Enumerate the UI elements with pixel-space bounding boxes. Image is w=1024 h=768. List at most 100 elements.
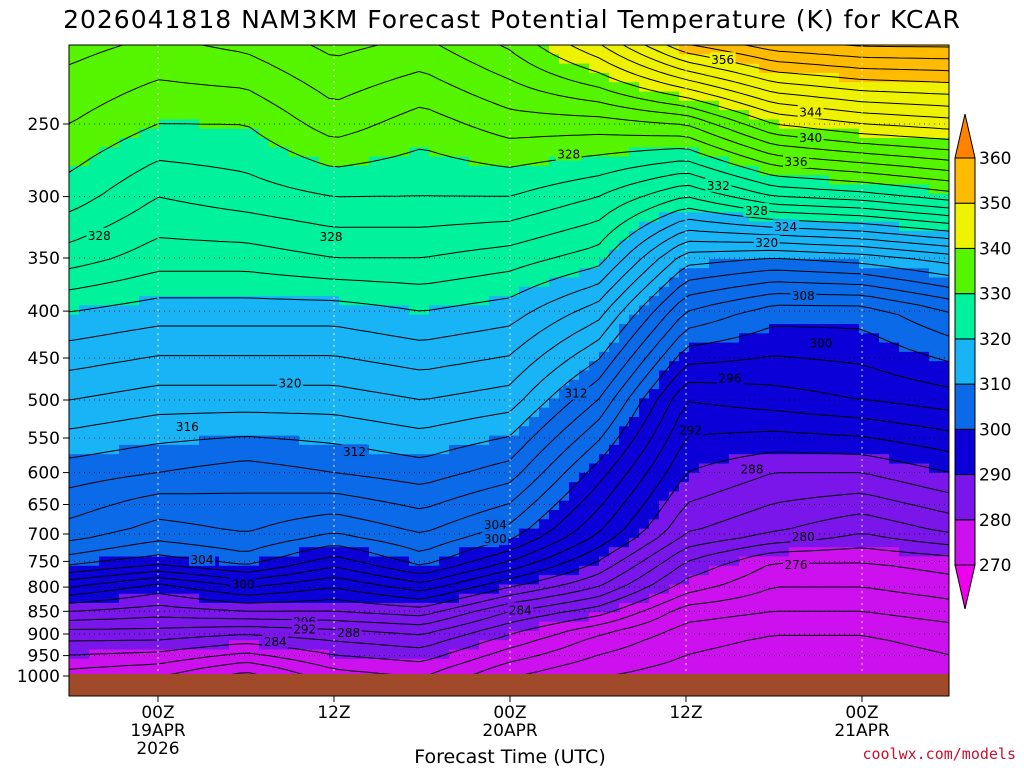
theta-cell <box>489 500 500 511</box>
theta-cell <box>419 296 430 306</box>
theta-cell <box>329 45 340 55</box>
theta-cell <box>609 454 620 465</box>
theta-cell <box>239 519 250 530</box>
theta-cell <box>679 398 690 409</box>
theta-cell <box>289 491 300 502</box>
theta-cell <box>189 91 200 102</box>
theta-cell <box>389 165 400 176</box>
theta-cell <box>599 110 610 120</box>
theta-cell <box>259 305 270 316</box>
theta-cell <box>349 212 360 223</box>
theta-cell <box>909 510 920 520</box>
theta-cell <box>769 398 780 409</box>
theta-cell <box>919 342 930 353</box>
theta-cell <box>409 221 420 232</box>
theta-cell <box>919 268 930 279</box>
theta-cell <box>479 128 490 139</box>
theta-cell <box>629 417 640 427</box>
theta-cell <box>149 342 160 353</box>
theta-cell <box>429 45 440 55</box>
theta-cell <box>699 370 710 381</box>
theta-cell <box>879 240 890 251</box>
theta-cell <box>519 156 530 167</box>
theta-cell <box>99 138 110 148</box>
theta-cell <box>439 258 450 269</box>
theta-cell <box>589 491 600 502</box>
theta-cell <box>569 156 580 167</box>
theta-cell <box>209 417 220 427</box>
theta-cell <box>739 361 750 372</box>
theta-cell <box>309 100 320 111</box>
theta-cell <box>549 82 560 93</box>
theta-cell <box>169 351 180 362</box>
theta-cell <box>859 165 870 176</box>
theta-cell <box>339 333 350 344</box>
theta-cell <box>649 296 660 306</box>
theta-cell <box>939 510 949 520</box>
theta-cell <box>739 510 750 520</box>
theta-cell <box>659 398 670 409</box>
theta-cell <box>379 435 390 446</box>
theta-cell <box>359 361 370 372</box>
theta-cell <box>829 54 840 65</box>
theta-cell <box>759 361 770 372</box>
theta-cell <box>469 537 480 548</box>
theta-cell <box>909 100 920 111</box>
theta-cell <box>299 91 310 102</box>
theta-cell <box>279 221 290 232</box>
theta-cell <box>369 454 380 465</box>
theta-cell <box>189 389 200 399</box>
theta-cell <box>209 398 220 409</box>
theta-cell <box>589 333 600 344</box>
theta-cell <box>609 63 620 74</box>
theta-cell <box>279 277 290 288</box>
theta-cell <box>429 519 440 530</box>
theta-cell <box>909 128 920 139</box>
theta-cell <box>399 82 410 93</box>
theta-cell <box>259 472 270 483</box>
theta-cell <box>109 277 120 288</box>
theta-cell <box>299 72 310 83</box>
theta-cell <box>609 389 620 399</box>
theta-cell <box>579 565 590 576</box>
theta-cell <box>279 184 290 195</box>
theta-cell <box>589 286 600 297</box>
theta-cell <box>709 351 720 362</box>
theta-cell <box>659 72 670 83</box>
theta-cell <box>499 286 510 297</box>
theta-cell <box>799 491 810 502</box>
theta-cell <box>629 203 640 213</box>
theta-cell <box>819 537 830 548</box>
theta-cell <box>689 519 700 530</box>
theta-cell <box>729 417 740 427</box>
theta-cell <box>469 72 480 83</box>
theta-cell <box>549 324 560 334</box>
theta-cell <box>599 54 610 65</box>
theta-cell <box>899 296 910 306</box>
theta-cell <box>529 342 540 353</box>
theta-cell <box>679 277 690 288</box>
theta-cell <box>909 435 920 446</box>
theta-cell <box>879 305 890 316</box>
theta-cell <box>779 72 790 83</box>
theta-cell <box>149 258 160 269</box>
theta-cell <box>599 342 610 353</box>
theta-cell <box>559 156 570 167</box>
theta-cell <box>499 472 510 483</box>
theta-cell <box>419 547 430 558</box>
theta-cell <box>559 500 570 511</box>
theta-cell <box>939 463 949 474</box>
theta-cell <box>849 537 860 548</box>
theta-cell <box>879 547 890 558</box>
theta-cell <box>899 212 910 223</box>
theta-cell <box>659 463 670 474</box>
theta-cell <box>249 351 260 362</box>
theta-cell <box>579 472 590 483</box>
theta-cell <box>699 565 710 576</box>
theta-cell <box>429 296 440 306</box>
theta-cell <box>239 305 250 316</box>
theta-cell <box>529 82 540 93</box>
theta-cell <box>79 240 90 251</box>
theta-cell <box>149 482 160 492</box>
theta-cell <box>689 82 700 93</box>
